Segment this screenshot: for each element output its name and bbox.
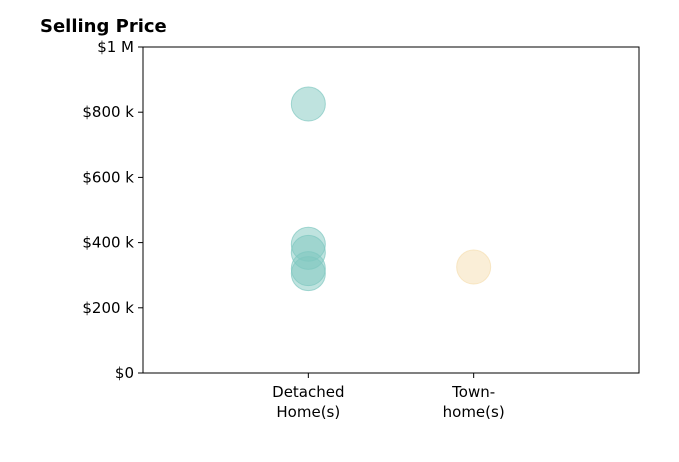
y-tick-label: $0 <box>115 364 134 382</box>
chart-title: Selling Price <box>40 16 167 37</box>
y-tick-label: $400 k <box>82 234 134 252</box>
data-point <box>290 86 326 122</box>
data-point <box>290 256 326 292</box>
y-tick-label: $200 k <box>82 299 134 317</box>
y-tick-label: $1 M <box>97 38 134 56</box>
y-tick-label: $800 k <box>82 103 134 121</box>
x-tick-label: Town-home(s) <box>443 383 505 421</box>
x-tick-label: Detached Home(s) <box>272 383 344 421</box>
plot-frame <box>142 46 640 374</box>
data-point <box>456 249 492 285</box>
y-tick-label: $600 k <box>82 168 134 186</box>
